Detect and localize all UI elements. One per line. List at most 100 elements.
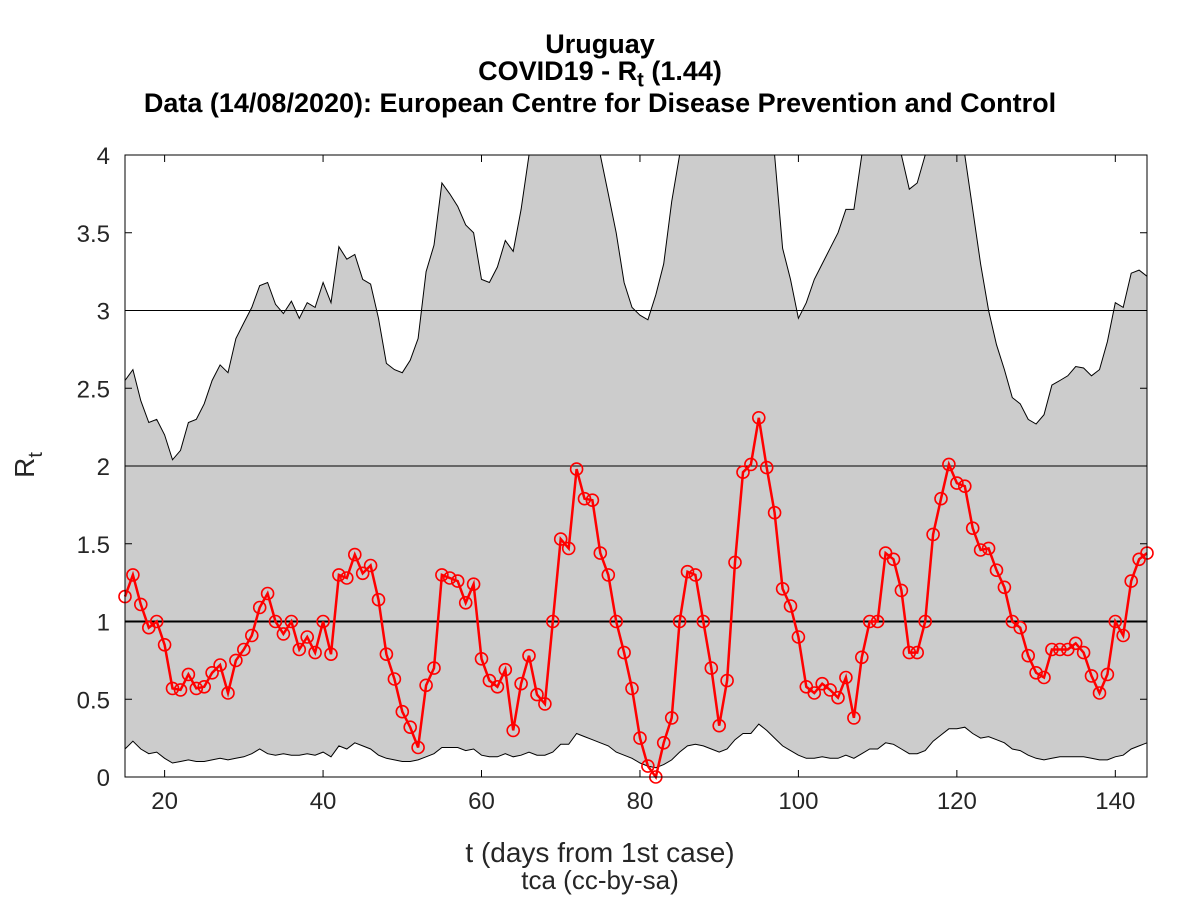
rt-series-line — [123, 417, 1148, 780]
rt-point — [1021, 648, 1035, 663]
rt-point — [965, 521, 980, 536]
chart-title-line2-prefix: COVID19 - R — [478, 56, 638, 86]
rt-point — [1116, 628, 1130, 643]
rt-point — [260, 586, 275, 601]
rt-point — [173, 683, 188, 697]
rt-point — [458, 595, 473, 610]
rt-point — [934, 491, 948, 506]
axis-ticks-layer: 20 40 60 80 100 120 140 0 0.5 1 1.5 2 2.5 3 3.5 4 — [77, 143, 1147, 815]
rt-point — [601, 568, 616, 582]
rt-point — [395, 704, 410, 719]
rt-point — [157, 637, 172, 652]
y-axis-label-subscript: t — [25, 452, 47, 458]
x-tick-label: 20 — [151, 788, 178, 815]
confidence-band-area — [125, 155, 1147, 768]
rt-point — [957, 479, 972, 494]
rt-point — [577, 491, 592, 506]
reference-lines-layer — [125, 310, 1147, 623]
rt-point — [696, 614, 711, 629]
rt-point — [918, 614, 933, 629]
rt-point — [1045, 642, 1059, 657]
rt-point — [1084, 669, 1099, 683]
rt-point — [886, 552, 901, 567]
rt-point — [245, 628, 259, 643]
rt-point — [308, 645, 322, 660]
rt-point — [1092, 686, 1107, 700]
rt-point — [442, 571, 457, 585]
rt-point — [807, 686, 822, 700]
rt-point — [688, 568, 703, 582]
rt-point — [1029, 665, 1043, 680]
rt-point — [387, 672, 402, 686]
rt-point — [831, 690, 845, 705]
rt-point — [435, 568, 449, 582]
rt-point — [926, 527, 940, 542]
x-tick-label: 80 — [627, 788, 654, 815]
x-tick-label: 100 — [778, 788, 818, 815]
rt-point — [759, 460, 774, 475]
rt-point — [134, 597, 148, 612]
rt-point — [466, 577, 481, 592]
rt-point — [324, 647, 338, 662]
rt-point — [751, 410, 766, 425]
rt-point — [672, 614, 687, 629]
rt-point — [989, 563, 1004, 578]
series-layer — [118, 410, 1154, 784]
rt-point — [165, 681, 180, 696]
rt-point — [1053, 642, 1067, 657]
rt-point — [997, 580, 1012, 595]
rt-point — [149, 614, 164, 629]
rt-point — [783, 599, 798, 613]
rt-point — [538, 697, 552, 711]
rt-point — [1108, 614, 1123, 629]
rt-point — [1068, 636, 1083, 651]
confidence-band-layer — [124, 154, 1148, 769]
chart-title-line3: Data (14/08/2020): European Centre for D… — [143, 88, 1057, 118]
rt-point — [347, 547, 362, 562]
rt-point — [823, 683, 837, 697]
chart-title-line2-subscript: t — [637, 69, 644, 92]
rt-point — [276, 627, 291, 641]
chart-title-line1: Uruguay — [545, 29, 655, 59]
rt-point — [744, 457, 758, 472]
rt-point — [633, 731, 647, 745]
rt-point — [371, 592, 386, 607]
rt-point — [712, 718, 727, 733]
x-tick-label: 40 — [310, 788, 337, 815]
y-tick-label: 1.5 — [77, 532, 110, 559]
rt-point — [1100, 667, 1115, 682]
y-tick-label: 2.5 — [77, 376, 110, 403]
rt-point — [268, 614, 283, 629]
rt-point — [942, 457, 956, 472]
rt-point — [656, 735, 671, 750]
rt-point — [229, 653, 243, 668]
x-axis-label: t (days from 1st case) — [465, 837, 734, 868]
rt-point — [490, 679, 505, 694]
credit-footer: tca (cc-by-sa) — [521, 865, 678, 895]
rt-point — [561, 541, 576, 556]
band-upper-edge — [124, 154, 1148, 461]
rt-point — [736, 465, 750, 480]
y-tick-label: 2 — [97, 454, 110, 481]
rt-point — [545, 614, 560, 629]
rt-point — [300, 630, 315, 644]
rt-point — [1076, 645, 1091, 660]
rt-point — [411, 740, 425, 755]
y-tick-label: 0.5 — [77, 687, 110, 714]
rt-point — [427, 661, 441, 675]
rt-point — [252, 600, 267, 615]
rt-point — [791, 630, 806, 644]
rt-point — [839, 670, 853, 685]
rt-point — [641, 759, 655, 773]
rt-point — [981, 541, 996, 556]
rt-point — [870, 614, 885, 629]
rt-point — [403, 720, 418, 735]
rt-point — [1037, 670, 1051, 685]
rt-point — [950, 476, 964, 490]
rt-point — [862, 614, 877, 629]
rt-point — [593, 546, 608, 560]
rt-point — [894, 583, 909, 598]
rt-point — [189, 681, 204, 696]
rt-point — [704, 661, 719, 675]
